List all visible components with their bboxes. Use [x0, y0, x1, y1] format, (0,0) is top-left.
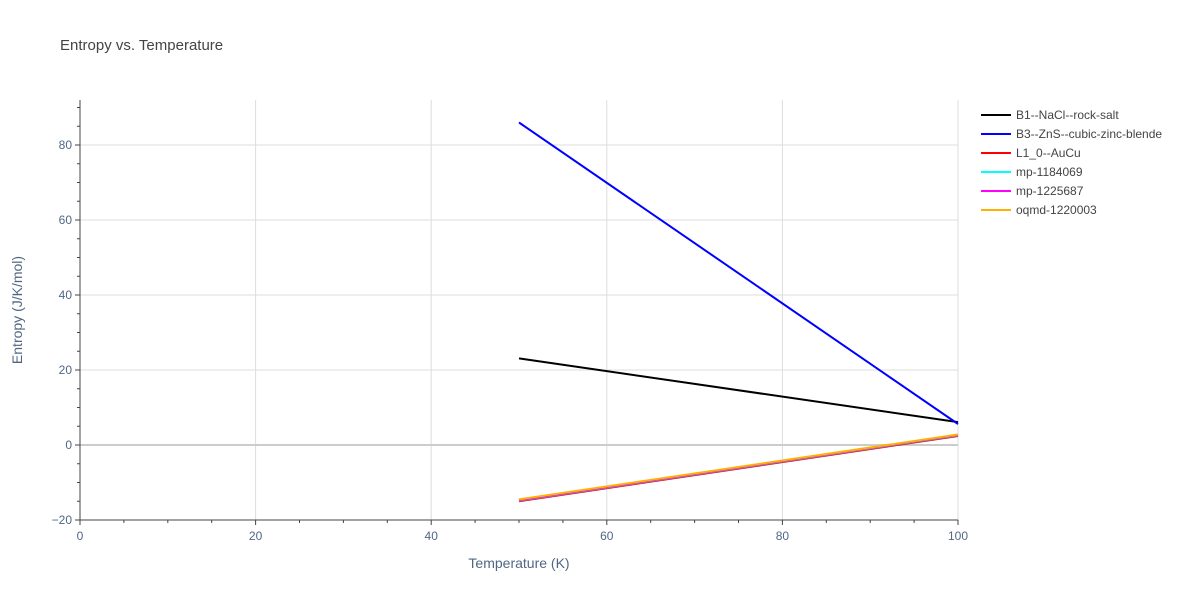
series-lines	[518, 121, 959, 503]
y-tick-label: 0	[65, 438, 72, 452]
legend-item-oqmd-1220003[interactable]: oqmd-1220003	[981, 203, 1097, 217]
x-tick-label: 100	[948, 529, 968, 543]
x-tick-label: 0	[77, 529, 84, 543]
x-tick-label: 20	[249, 529, 263, 543]
axes	[75, 100, 959, 525]
legend-label: B3--ZnS--cubic-zinc-blende	[1016, 127, 1162, 141]
x-tick-label: 40	[425, 529, 439, 543]
x-axis-title: Temperature (K)	[468, 555, 569, 571]
legend-item-mp-1225687[interactable]: mp-1225687	[981, 184, 1084, 198]
y-tick-label: −20	[52, 513, 73, 527]
legend-label: L1_0--AuCu	[1016, 146, 1081, 160]
x-tick-label: 60	[600, 529, 614, 543]
series-line-b3-zns-cubic-zinc-blende	[518, 121, 959, 425]
tick-labels: 0 20 40 60 80 100 −20 0 20 40 60 80	[52, 138, 969, 543]
legend-label: mp-1184069	[1016, 165, 1083, 179]
legend-item-mp-1184069[interactable]: mp-1184069	[981, 165, 1083, 179]
legend-label: oqmd-1220003	[1016, 203, 1097, 217]
y-tick-label: 80	[59, 138, 73, 152]
y-tick-label: 60	[59, 213, 73, 227]
y-tick-label: 20	[59, 363, 73, 377]
legend-label: B1--NaCl--rock-salt	[1016, 108, 1119, 122]
chart-title: Entropy vs. Temperature	[60, 37, 223, 54]
x-tick-label: 80	[776, 529, 790, 543]
series-line-oqmd-1220003	[518, 433, 959, 501]
legend-item-b1-nacl-rock-salt[interactable]: B1--NaCl--rock-salt	[981, 108, 1119, 122]
y-axis-title: Entropy (J/K/mol)	[9, 256, 25, 364]
legend-item-b3-zns-cubic-zinc-blende[interactable]: B3--ZnS--cubic-zinc-blende	[981, 127, 1162, 141]
legend[interactable]: B1--NaCl--rock-salt B3--ZnS--cubic-zinc-b…	[981, 108, 1162, 217]
legend-label: mp-1225687	[1016, 184, 1084, 198]
legend-item-l1-0-aucu[interactable]: L1_0--AuCu	[981, 146, 1081, 160]
y-tick-label: 40	[59, 288, 73, 302]
series-line-b1-nacl-rock-salt	[518, 357, 959, 424]
gridlines	[80, 100, 959, 520]
